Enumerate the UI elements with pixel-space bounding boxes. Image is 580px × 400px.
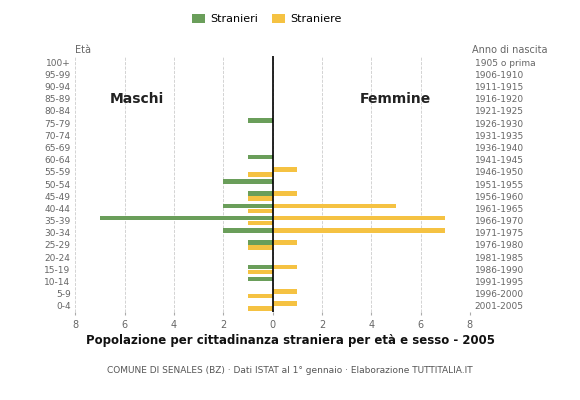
Text: Età: Età: [75, 45, 92, 55]
Bar: [273, 216, 445, 220]
Legend: Stranieri, Straniere: Stranieri, Straniere: [187, 10, 346, 29]
Text: Femmine: Femmine: [360, 92, 432, 106]
Bar: [248, 155, 273, 160]
Bar: [248, 294, 273, 298]
Bar: [273, 192, 297, 196]
Bar: [248, 208, 273, 213]
Bar: [248, 270, 273, 274]
Bar: [223, 204, 273, 208]
Bar: [273, 228, 445, 232]
Text: Popolazione per cittadinanza straniera per età e sesso - 2005: Popolazione per cittadinanza straniera p…: [85, 334, 495, 347]
Bar: [223, 179, 273, 184]
Bar: [273, 289, 297, 294]
Bar: [248, 265, 273, 269]
Bar: [273, 204, 396, 208]
Bar: [248, 277, 273, 281]
Bar: [273, 240, 297, 245]
Bar: [223, 228, 273, 232]
Text: COMUNE DI SENALES (BZ) · Dati ISTAT al 1° gennaio · Elaborazione TUTTITALIA.IT: COMUNE DI SENALES (BZ) · Dati ISTAT al 1…: [107, 366, 473, 375]
Bar: [248, 240, 273, 245]
Bar: [248, 221, 273, 225]
Bar: [248, 192, 273, 196]
Bar: [273, 301, 297, 306]
Bar: [248, 118, 273, 123]
Bar: [248, 306, 273, 310]
Text: Anno di nascita: Anno di nascita: [472, 45, 548, 55]
Bar: [248, 196, 273, 201]
Bar: [248, 245, 273, 250]
Bar: [100, 216, 273, 220]
Bar: [248, 172, 273, 176]
Bar: [273, 265, 297, 269]
Text: Maschi: Maschi: [110, 92, 164, 106]
Bar: [273, 167, 297, 172]
